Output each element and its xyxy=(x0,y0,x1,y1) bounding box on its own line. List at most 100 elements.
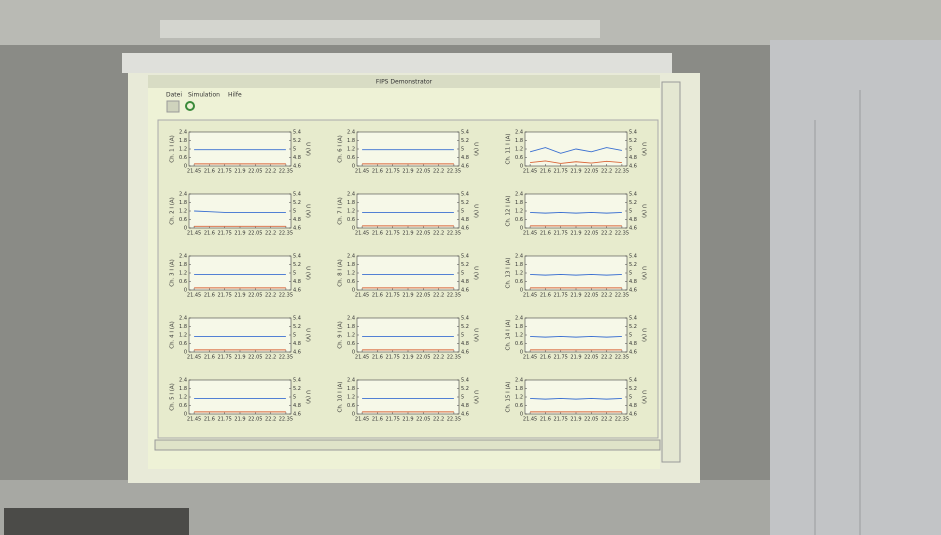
y-tick-label: 0.6 xyxy=(515,217,523,223)
x-tick-label: 21.9 xyxy=(234,169,245,175)
x-tick-label: 22.35 xyxy=(279,293,293,299)
y2-axis-label: U (V) xyxy=(305,390,311,404)
y-tick-label: 1.2 xyxy=(347,333,355,339)
y-tick-label: 0.6 xyxy=(347,279,355,285)
menu-item[interactable]: Hilfe xyxy=(228,92,242,99)
x-tick-label: 21.9 xyxy=(234,231,245,237)
x-tick-label: 22.05 xyxy=(416,355,430,361)
x-tick-label: 22.35 xyxy=(279,231,293,237)
x-tick-label: 22.35 xyxy=(447,169,461,175)
y2-tick-label: 4.6 xyxy=(293,164,301,170)
y2-tick-label: 5 xyxy=(629,209,632,215)
plot-area xyxy=(357,318,459,352)
plot-area xyxy=(525,318,627,352)
x-tick-label: 22.05 xyxy=(416,231,430,237)
x-tick-label: 22.2 xyxy=(265,169,276,175)
y-tick-label: 0.6 xyxy=(347,155,355,161)
y2-tick-label: 5.4 xyxy=(629,316,637,322)
x-tick-label: 22.05 xyxy=(248,169,262,175)
y2-tick-label: 5.2 xyxy=(293,200,301,206)
y-tick-label: 1.2 xyxy=(179,271,187,277)
x-tick-label: 21.6 xyxy=(372,293,383,299)
x-tick-label: 21.6 xyxy=(372,417,383,423)
x-tick-label: 21.75 xyxy=(218,417,232,423)
ceiling-vent xyxy=(160,20,600,38)
y-tick-label: 2.4 xyxy=(347,130,355,136)
y2-axis-label: U (V) xyxy=(473,266,479,280)
y-tick-label: 0.6 xyxy=(515,279,523,285)
plot-area xyxy=(357,132,459,166)
y2-tick-label: 4.6 xyxy=(461,226,469,232)
side-scroll[interactable] xyxy=(662,82,680,462)
y2-axis-label: U (V) xyxy=(641,142,647,156)
toolbar-button[interactable] xyxy=(167,101,179,112)
y2-axis-label: U (V) xyxy=(641,266,647,280)
menu-item[interactable]: Simulation xyxy=(188,92,220,99)
y-tick-label: 2.4 xyxy=(347,192,355,198)
y2-tick-label: 4.8 xyxy=(629,403,637,409)
y-axis-label: Ch. 8 I (A) xyxy=(338,259,344,287)
y2-tick-label: 5.4 xyxy=(629,378,637,384)
scrollbar[interactable] xyxy=(155,440,660,450)
x-tick-label: 21.9 xyxy=(402,417,413,423)
y-axis-label: Ch. 7 I (A) xyxy=(338,197,344,225)
x-tick-label: 22.35 xyxy=(615,417,629,423)
y2-tick-label: 4.8 xyxy=(461,403,469,409)
x-tick-label: 21.45 xyxy=(187,231,201,237)
y-axis-label: Ch. 15 I (A) xyxy=(506,382,512,413)
y-axis-label: Ch. 13 I (A) xyxy=(506,258,512,289)
y-tick-label: 0.6 xyxy=(515,155,523,161)
y-tick-label: 2.4 xyxy=(179,254,187,260)
x-tick-label: 22.05 xyxy=(584,355,598,361)
y-axis-label: Ch. 3 I (A) xyxy=(170,259,176,287)
x-tick-label: 21.6 xyxy=(540,169,551,175)
y-tick-label: 1.2 xyxy=(179,395,187,401)
y-tick-label: 2.4 xyxy=(515,254,523,260)
y-tick-label: 2.4 xyxy=(347,316,355,322)
y-axis-label: Ch. 6 I (A) xyxy=(338,135,344,163)
y2-tick-label: 5 xyxy=(629,271,632,277)
y2-tick-label: 4.6 xyxy=(461,288,469,294)
y2-tick-label: 4.8 xyxy=(293,279,301,285)
y2-tick-label: 5 xyxy=(293,147,296,153)
y2-tick-label: 5 xyxy=(461,147,464,153)
y2-tick-label: 5 xyxy=(461,395,464,401)
menu-item[interactable]: Datei xyxy=(166,92,182,99)
y-tick-label: 2.4 xyxy=(179,378,187,384)
y-tick-label: 1.8 xyxy=(347,200,355,206)
x-tick-label: 21.6 xyxy=(204,231,215,237)
y-tick-label: 1.2 xyxy=(347,271,355,277)
x-tick-label: 21.45 xyxy=(187,293,201,299)
x-tick-label: 21.75 xyxy=(386,169,400,175)
x-tick-label: 21.6 xyxy=(372,231,383,237)
y2-tick-label: 4.8 xyxy=(461,217,469,223)
x-tick-label: 22.2 xyxy=(265,231,276,237)
y2-tick-label: 5.2 xyxy=(629,200,637,206)
y2-axis-label: U (V) xyxy=(473,390,479,404)
plot-area xyxy=(189,380,291,414)
y2-tick-label: 5.4 xyxy=(461,192,469,198)
y-tick-label: 1.8 xyxy=(179,138,187,144)
y2-tick-label: 5 xyxy=(461,333,464,339)
cabinet xyxy=(770,40,941,535)
x-tick-label: 22.05 xyxy=(248,355,262,361)
y2-tick-label: 5.4 xyxy=(461,254,469,260)
x-tick-label: 22.2 xyxy=(433,355,444,361)
y2-tick-label: 5.4 xyxy=(629,192,637,198)
y-tick-label: 1.8 xyxy=(179,262,187,268)
x-tick-label: 21.9 xyxy=(234,355,245,361)
x-tick-label: 21.9 xyxy=(570,293,581,299)
x-tick-label: 21.45 xyxy=(523,293,537,299)
y-tick-label: 2.4 xyxy=(179,130,187,136)
y2-axis-label: U (V) xyxy=(473,328,479,342)
x-tick-label: 22.2 xyxy=(265,293,276,299)
x-tick-label: 21.45 xyxy=(523,417,537,423)
y2-tick-label: 5.2 xyxy=(629,262,637,268)
x-tick-label: 21.45 xyxy=(523,355,537,361)
x-tick-label: 21.9 xyxy=(570,355,581,361)
x-tick-label: 21.75 xyxy=(554,293,568,299)
x-tick-label: 21.6 xyxy=(540,293,551,299)
x-tick-label: 21.75 xyxy=(218,231,232,237)
y2-axis-label: U (V) xyxy=(305,204,311,218)
y2-tick-label: 4.8 xyxy=(293,403,301,409)
